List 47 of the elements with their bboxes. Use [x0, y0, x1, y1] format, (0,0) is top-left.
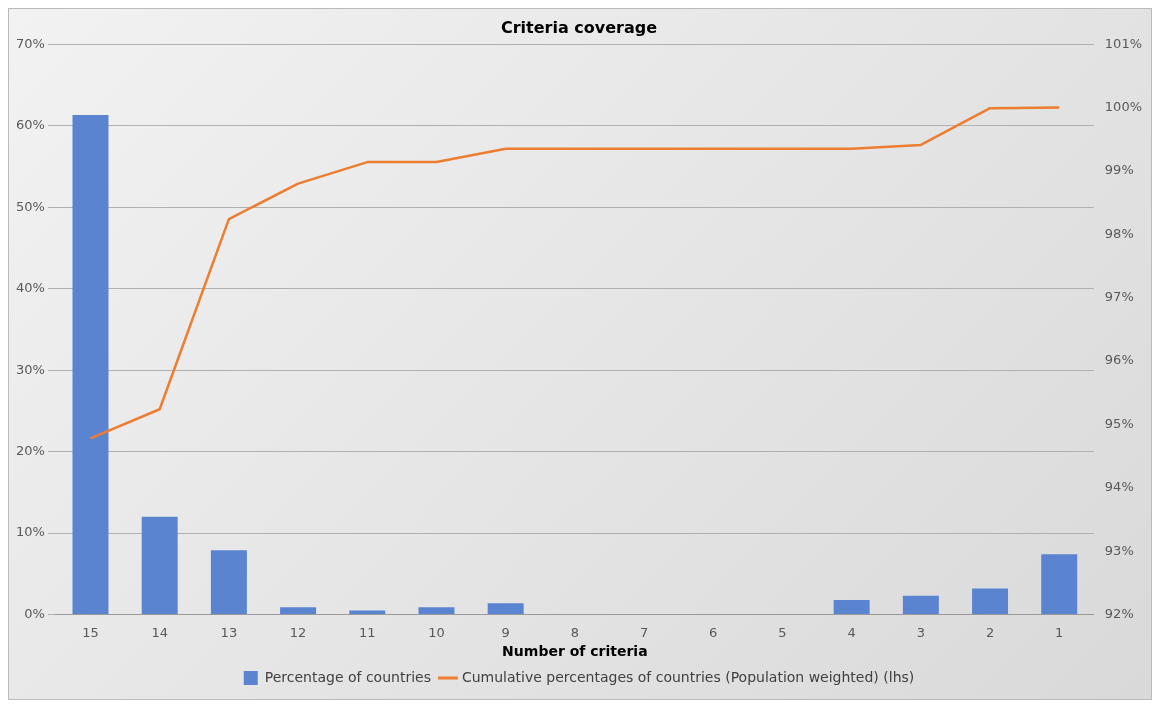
bar	[1041, 554, 1078, 615]
y-tick-label: 70%	[15, 35, 45, 51]
legend-label: Percentage of countries	[264, 668, 431, 685]
y-tick-label: 60%	[15, 117, 45, 133]
x-tick-label: 5	[778, 624, 787, 640]
x-tick-label: 6	[709, 624, 718, 640]
x-tick-label: 10	[428, 624, 445, 640]
y2-tick-label: 93%	[1104, 542, 1134, 558]
x-tick-label: 7	[639, 624, 649, 640]
y-tick-label: 30%	[15, 361, 45, 377]
y2-tick-label: 94%	[1104, 479, 1134, 495]
bar	[833, 599, 870, 615]
y2-tick-label: 100%	[1104, 98, 1143, 114]
x-tick-label: 3	[916, 624, 925, 640]
legend-label: Cumulative percentages of countries (Population weighted) (lhs)	[461, 668, 915, 685]
y-tick-label: 0%	[24, 605, 45, 621]
y2-tick-label: 98%	[1104, 225, 1134, 241]
bar	[280, 607, 317, 615]
chart-title: Criteria coverage	[500, 17, 658, 37]
y2-tick-label: 92%	[1104, 605, 1134, 621]
y2-tick-label: 99%	[1104, 162, 1134, 178]
x-tick-label: 8	[570, 624, 580, 640]
y2-tick-label: 97%	[1104, 289, 1134, 305]
y2-tick-label: 101%	[1104, 35, 1143, 51]
y-tick-label: 20%	[15, 443, 45, 458]
x-axis-title: Number of criteria	[502, 643, 648, 660]
y-tick-label: 50%	[15, 198, 45, 214]
bar	[72, 115, 109, 615]
x-tick-label: 4	[847, 624, 856, 640]
x-tick-label: 13	[220, 624, 238, 640]
bar	[487, 603, 524, 615]
bar	[141, 516, 178, 615]
bar	[418, 607, 455, 615]
bar	[210, 550, 247, 615]
y2-tick-label: 96%	[1104, 352, 1134, 368]
bar	[902, 595, 939, 615]
x-tick-label: 1	[1055, 624, 1064, 640]
y-tick-label: 40%	[15, 280, 45, 296]
bar	[972, 588, 1009, 615]
y-tick-label: 10%	[15, 524, 45, 540]
x-tick-label: 14	[151, 624, 168, 640]
x-tick-label: 2	[985, 624, 995, 640]
y2-tick-label: 95%	[1104, 415, 1134, 431]
x-tick-label: 12	[289, 624, 307, 640]
x-tick-label: 9	[501, 624, 510, 640]
x-tick-label: 11	[359, 624, 376, 640]
x-tick-label: 15	[82, 624, 99, 640]
